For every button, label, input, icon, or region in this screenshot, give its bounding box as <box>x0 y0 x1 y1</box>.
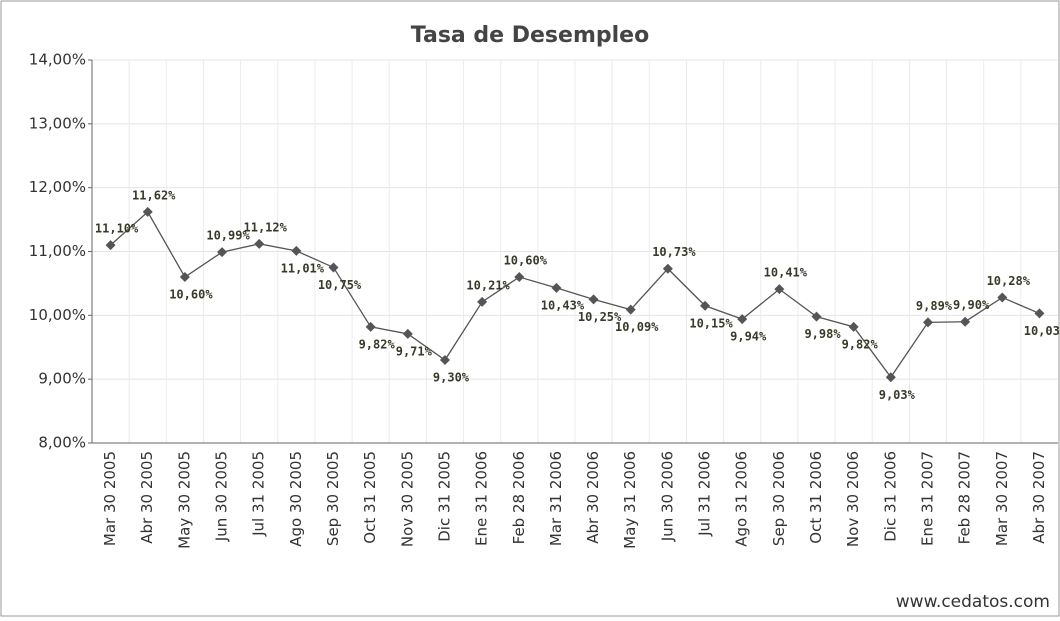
x-tick-label: Ene 31 2007 <box>918 451 936 546</box>
marker <box>774 284 785 295</box>
marker <box>737 314 748 325</box>
marker <box>922 317 933 328</box>
marker <box>402 328 413 339</box>
x-tick-label: Nov 30 2005 <box>398 451 416 547</box>
x-tick-label: Mar 31 2006 <box>547 451 565 546</box>
data-label: 11,01% <box>281 261 325 275</box>
x-tick-label: May 30 2005 <box>175 451 193 549</box>
x-tick-label: Feb 28 2007 <box>956 451 974 544</box>
data-label: 10,60% <box>504 254 548 268</box>
data-label: 9,94% <box>730 330 767 344</box>
x-tick-label: Abr 30 2007 <box>1030 451 1048 544</box>
marker <box>848 321 859 332</box>
x-tick-label: May 31 2006 <box>621 451 639 549</box>
marker <box>514 272 525 283</box>
marker <box>365 321 376 332</box>
marker <box>662 263 673 274</box>
marker <box>217 247 228 258</box>
x-tick-label: Abr 30 2005 <box>138 451 156 544</box>
data-label: 10,43% <box>541 298 585 312</box>
line <box>110 210 1040 379</box>
y-tick-label: 10,00% <box>29 306 86 324</box>
x-tick-label: Sep 30 2006 <box>770 451 788 546</box>
x-tick-label: Jul 31 2005 <box>250 451 268 537</box>
data-label: 10,28% <box>987 274 1031 288</box>
data-label: 10,41% <box>764 266 808 280</box>
marker <box>179 272 190 283</box>
chart-title: Tasa de Desempleo <box>411 23 649 48</box>
data-label: 11,10% <box>95 222 139 236</box>
source: www.cedatos.com <box>896 592 1050 612</box>
x-tick-label: Abr 30 2006 <box>584 451 602 544</box>
x-tick-label: Dic 31 2005 <box>435 451 453 542</box>
x-tick-label: Oct 31 2006 <box>807 451 825 544</box>
marker <box>811 311 822 322</box>
y-tick-label: 8,00% <box>38 434 86 452</box>
x-tick-label: Sep 30 2005 <box>324 451 342 546</box>
data-label: 10,15% <box>689 316 733 330</box>
marker <box>960 316 971 327</box>
x-tick-label: Mar 30 2005 <box>101 451 119 546</box>
data-label: 10,25% <box>578 310 622 324</box>
data-label: 11,62% <box>132 188 176 202</box>
y-tick-label: 14,00% <box>29 51 86 69</box>
x-tick-label: Ago 31 2006 <box>733 451 751 547</box>
data-label: 10,03% <box>1024 324 1060 338</box>
x-tick-label: Jun 30 2005 <box>213 451 231 542</box>
x-tick-label: Jun 30 2006 <box>658 451 676 542</box>
data-label: 10,99% <box>206 229 250 243</box>
x-tick-label: Nov 30 2006 <box>844 451 862 547</box>
marker <box>105 240 116 251</box>
data-label: 9,90% <box>953 298 990 312</box>
marker <box>700 300 711 311</box>
x-tick-label: Oct 31 2005 <box>361 451 379 544</box>
data-label: 9,98% <box>804 327 841 341</box>
marker <box>254 238 265 249</box>
marker <box>439 355 450 366</box>
data-label: 10,75% <box>318 278 362 292</box>
marker <box>142 206 153 217</box>
data-label: 9,71% <box>396 344 433 358</box>
x-tick-label: Mar 30 2007 <box>993 451 1011 546</box>
marker <box>1034 308 1045 319</box>
data-label: 9,89% <box>916 299 953 313</box>
marker <box>625 304 636 315</box>
data-label: 9,82% <box>359 337 396 351</box>
data-label: 10,60% <box>169 288 213 302</box>
y-tick-label: 9,00% <box>38 370 86 388</box>
data-label: 9,03% <box>879 388 916 402</box>
y-tick-label: 12,00% <box>29 178 86 196</box>
data-label: 11,12% <box>244 220 288 234</box>
marker <box>551 282 562 293</box>
marker <box>997 292 1008 303</box>
x-tick-label: Dic 31 2006 <box>881 451 899 542</box>
marker <box>588 294 599 305</box>
marker <box>885 372 896 383</box>
data-label: 10,73% <box>652 245 696 259</box>
data-label: 9,82% <box>842 337 879 351</box>
x-tick-label: Ene 31 2006 <box>473 451 491 546</box>
data-label: 9,30% <box>433 371 470 385</box>
marker <box>477 296 488 307</box>
y-tick-label: 11,00% <box>29 242 86 260</box>
marker <box>291 245 302 256</box>
data-label: 10,09% <box>615 320 659 334</box>
x-tick-label: Ago 30 2005 <box>287 451 305 547</box>
x-tick-label: Feb 28 2006 <box>510 451 528 544</box>
y-tick-label: 13,00% <box>29 114 86 132</box>
marker <box>328 262 339 273</box>
x-tick-label: Jul 31 2006 <box>696 451 714 537</box>
data-label: 10,21% <box>466 278 510 292</box>
